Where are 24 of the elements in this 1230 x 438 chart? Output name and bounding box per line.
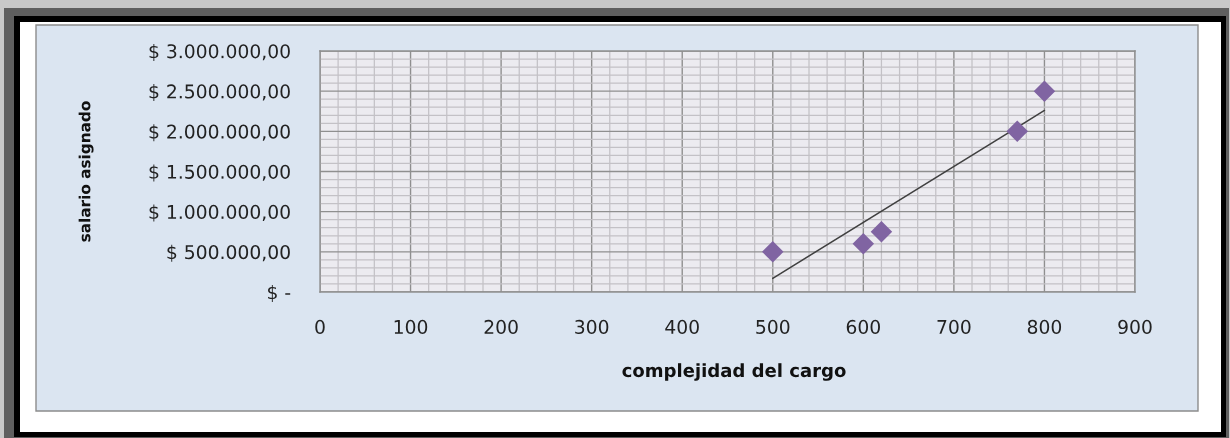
y-tick-label: $ 1.500.000,00: [149, 164, 290, 182]
y-tick-label: $ 2.500.000,00: [149, 84, 290, 102]
point: [852, 233, 875, 255]
point: [870, 220, 893, 243]
point: [1033, 80, 1056, 102]
x-tick-label: 500: [756, 319, 790, 335]
x-tick-label: 100: [394, 319, 428, 335]
y-tick-label: $ 1.000.000,00: [149, 204, 290, 222]
point: [1006, 120, 1029, 143]
y-tick-label: $ 500.000,00: [167, 244, 290, 262]
x-axis-title: complejidad del cargo: [622, 363, 846, 381]
y-tick-label: $ 2.000.000,00: [149, 124, 290, 142]
x-tick-label: 600: [846, 319, 880, 335]
y-tick-label: $ -: [268, 284, 291, 302]
y-tick-label: $ 3.000.000,00: [149, 43, 290, 61]
x-tick-label: 0: [315, 319, 325, 335]
y-axis-title: salario asignado: [78, 101, 94, 242]
x-tick-label: 800: [1027, 319, 1062, 335]
x-tick-label: 900: [1118, 319, 1152, 335]
x-tick-label: 200: [484, 319, 518, 335]
x-tick-label: 400: [665, 319, 699, 335]
x-tick-label: 300: [575, 319, 609, 335]
x-tick-label: 700: [937, 319, 971, 335]
point: [762, 241, 784, 263]
